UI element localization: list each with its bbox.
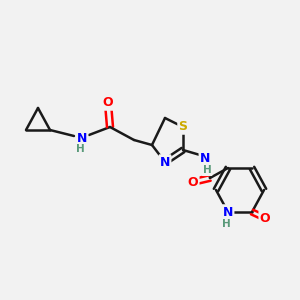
Text: O: O: [260, 212, 270, 224]
Text: H: H: [202, 165, 211, 175]
Text: H: H: [222, 219, 230, 229]
Text: N: N: [77, 131, 87, 145]
Text: N: N: [160, 155, 170, 169]
Text: N: N: [200, 152, 210, 164]
Text: H: H: [76, 144, 84, 154]
Text: N: N: [223, 206, 233, 218]
Text: O: O: [188, 176, 198, 188]
Text: O: O: [103, 97, 113, 110]
Text: S: S: [178, 121, 188, 134]
